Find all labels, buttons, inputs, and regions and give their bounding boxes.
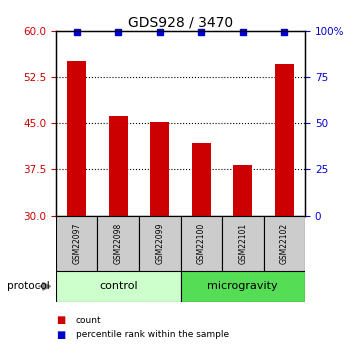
Bar xyxy=(109,116,127,216)
Title: GDS928 / 3470: GDS928 / 3470 xyxy=(128,16,233,30)
Text: control: control xyxy=(99,282,138,291)
Bar xyxy=(139,216,180,271)
Bar xyxy=(275,64,293,216)
Text: ■: ■ xyxy=(56,315,65,325)
Bar xyxy=(151,122,169,216)
Text: GSM22101: GSM22101 xyxy=(238,223,247,264)
Bar xyxy=(264,216,305,271)
Text: count: count xyxy=(76,316,101,325)
Bar xyxy=(192,143,210,216)
Bar xyxy=(222,216,264,271)
Bar xyxy=(180,216,222,271)
Text: GSM22098: GSM22098 xyxy=(114,223,123,264)
Text: GSM22099: GSM22099 xyxy=(155,223,164,264)
Text: GSM22097: GSM22097 xyxy=(72,223,81,264)
Bar xyxy=(56,216,97,271)
Bar xyxy=(68,61,86,216)
Bar xyxy=(234,165,252,216)
Text: percentile rank within the sample: percentile rank within the sample xyxy=(76,330,229,339)
Bar xyxy=(180,271,305,302)
Text: protocol: protocol xyxy=(7,282,50,291)
Bar xyxy=(97,216,139,271)
Bar xyxy=(56,271,180,302)
Text: GSM22100: GSM22100 xyxy=(197,223,206,264)
Text: microgravity: microgravity xyxy=(208,282,278,291)
Text: ■: ■ xyxy=(56,330,65,339)
Text: GSM22102: GSM22102 xyxy=(280,223,289,264)
